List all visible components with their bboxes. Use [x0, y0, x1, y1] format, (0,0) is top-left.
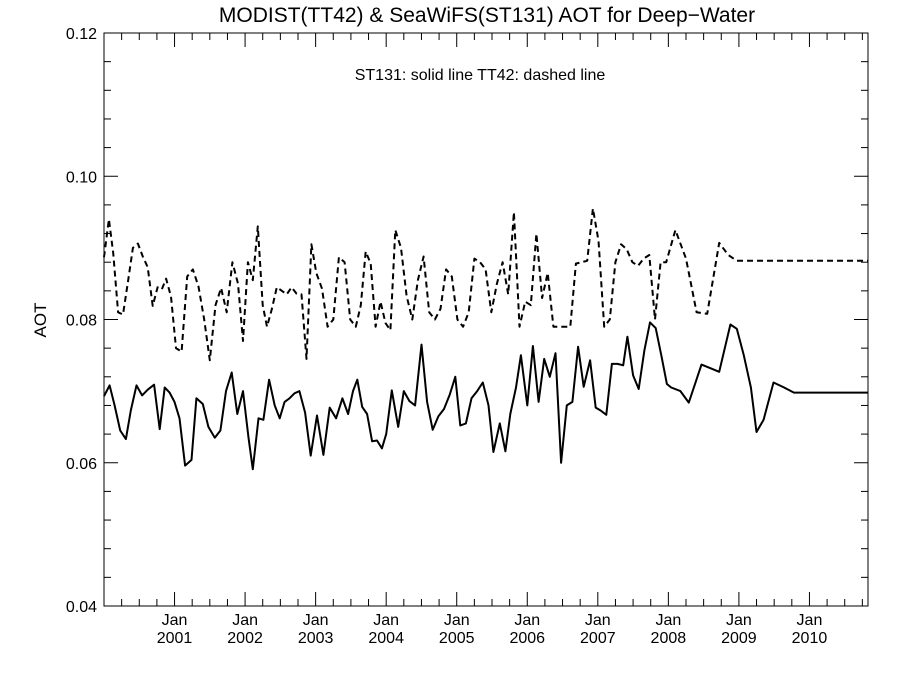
x-tick-label-month: Jan [655, 612, 681, 629]
x-tick-label-year: 2005 [439, 630, 475, 647]
x-tick-label-year: 2003 [298, 630, 334, 647]
line-style-annotation: ST131: solid line TT42: dashed line [355, 67, 606, 84]
y-tick-label: 0.06 [66, 456, 97, 473]
x-tick-label-month: Jan [373, 612, 399, 629]
x-tick-label-month: Jan [726, 612, 752, 629]
y-tick-label: 0.08 [66, 313, 97, 330]
tt42-dashed-line [103, 207, 868, 362]
x-tick-label-year: 2009 [721, 630, 757, 647]
x-tick-label-month: Jan [232, 612, 258, 629]
x-tick-label-month: Jan [797, 612, 823, 629]
y-axis-label: AOT [31, 303, 50, 338]
x-tick-label-month: Jan [444, 612, 470, 629]
x-tick-label-year: 2010 [792, 630, 828, 647]
x-tick-label-year: 2002 [227, 630, 263, 647]
st131-solid-line [103, 321, 868, 471]
y-tick-labels: 0.04 0.06 0.08 0.10 0.12 [66, 26, 97, 616]
y-tick-label: 0.12 [66, 26, 97, 43]
x-tick-label-month: Jan [162, 612, 188, 629]
x-tick-label-month: Jan [514, 612, 540, 629]
plot-frame [103, 32, 869, 607]
y-tick-label: 0.04 [66, 599, 97, 616]
y-tick-label: 0.10 [66, 169, 97, 186]
x-tick-label-year: 2004 [368, 630, 404, 647]
x-tick-labels: Jan2001Jan2002Jan2003Jan2004Jan2005Jan20… [157, 612, 828, 647]
x-tick-label-year: 2006 [509, 630, 545, 647]
x-tick-label-month: Jan [585, 612, 611, 629]
x-tick-label-month: Jan [303, 612, 329, 629]
x-tick-label-year: 2008 [651, 630, 687, 647]
chart-title: MODIST(TT42) & SeaWiFS(ST131) AOT for De… [219, 4, 755, 27]
series-lines [103, 207, 868, 471]
axis-ticks [103, 32, 868, 607]
x-tick-label-year: 2001 [157, 630, 193, 647]
x-tick-label-year: 2007 [580, 630, 616, 647]
